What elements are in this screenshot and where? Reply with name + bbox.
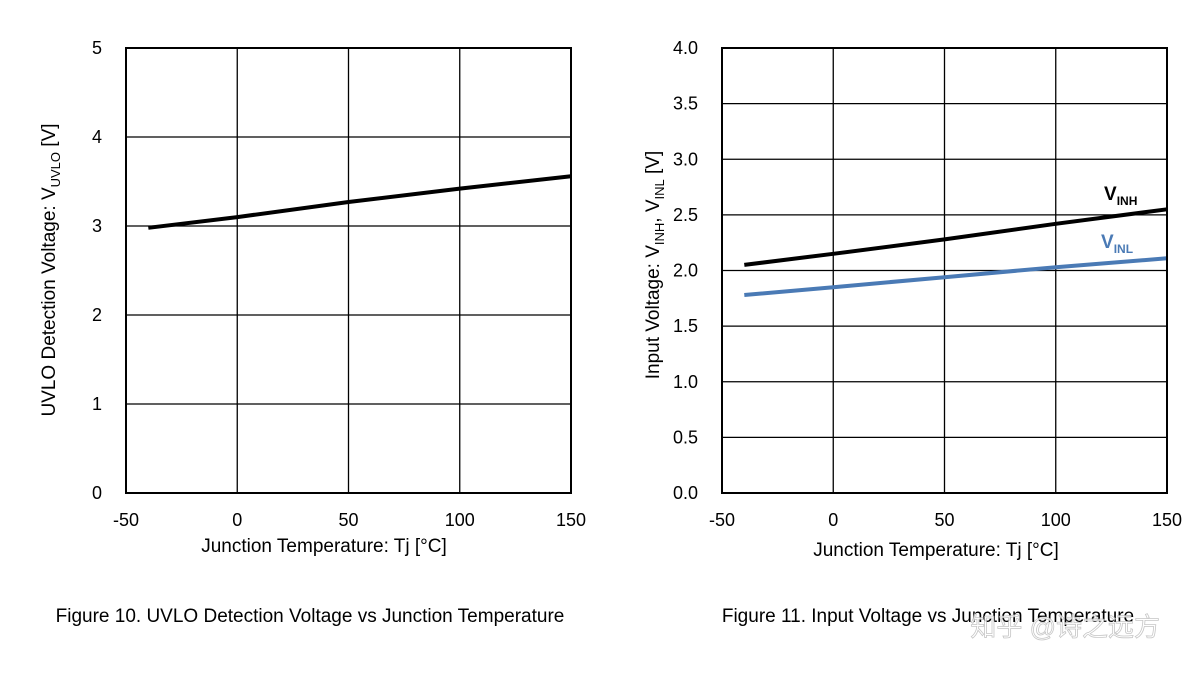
- c1-x-tick-label: 150: [556, 510, 586, 530]
- chart2-x-axis-label: Junction Temperature: Tj [°C]: [813, 540, 1059, 561]
- chart2-grid: [721, 47, 1168, 494]
- chart2-series: [744, 207, 1168, 297]
- c2-series-line-vinh: [744, 207, 1168, 267]
- c2-y-tick-label: 2.5: [673, 205, 698, 225]
- c2-x-tick-label: 100: [1041, 510, 1071, 530]
- series-label-vinh-main: V: [1104, 184, 1117, 205]
- chart2-ylabel-unit: [V]: [643, 151, 664, 180]
- c1-x-tick-label: -50: [113, 510, 139, 530]
- watermark: 知乎 @诗之远方: [970, 612, 1160, 642]
- c2-y-tick-label: 1.5: [673, 316, 698, 336]
- chart2-x-ticks: -50 0 50 100 150: [709, 510, 1182, 530]
- c1-y-tick-label: 5: [92, 38, 102, 58]
- chart2-y-ticks: 0.0 0.5 1.0 1.5 2.0 2.5 3.0 3.5 4.0: [673, 38, 698, 503]
- chart2-ylabel-sub1: INH: [652, 223, 667, 245]
- chart1-series: [148, 174, 572, 230]
- chart1-caption: Figure 10. UVLO Detection Voltage vs Jun…: [56, 606, 565, 627]
- chart1-grid: [125, 47, 572, 494]
- chart1-y-axis-label: UVLO Detection Voltage: VUVLO [V]: [39, 123, 63, 416]
- chart-input-voltage: -50 0 50 100 150 0.0 0.5 1.0 1.5 2.0 2.5 3.0 3.5 4.0…: [643, 38, 1182, 627]
- c2-y-tick-label: 3.0: [673, 149, 698, 169]
- series-label-vinl: VINL: [1101, 232, 1133, 256]
- c2-x-tick-label: 150: [1152, 510, 1182, 530]
- c2-y-tick-label: 3.5: [673, 94, 698, 114]
- chart2-caption: Figure 11. Input Voltage vs Junction Tem…: [722, 606, 1134, 627]
- series-label-vinh: VINH: [1104, 184, 1137, 208]
- chart1-ylabel-unit: [V]: [39, 123, 60, 152]
- chart2-ylabel-mid: , V: [643, 199, 664, 223]
- c1-y-tick-label: 2: [92, 305, 102, 325]
- series-label-vinl-sub: INL: [1114, 242, 1133, 256]
- c1-series-line-0: [148, 174, 572, 230]
- chart2-ylabel-sub2: INL: [652, 179, 667, 199]
- c2-y-tick-label: 2.0: [673, 261, 698, 281]
- chart1-ylabel-main: UVLO Detection Voltage: V: [39, 187, 60, 417]
- chart1-plot-frame: [125, 47, 572, 494]
- chart-uvlo: -50 0 50 100 150 0 1 2 3 4 5 Junction Temperature…: [39, 38, 586, 627]
- chart1-ylabel-sub: UVLO: [48, 152, 63, 187]
- series-label-vinl-main: V: [1101, 232, 1114, 253]
- chart2-ylabel-main: Input Voltage: V: [643, 245, 664, 379]
- chart1-x-axis-label: Junction Temperature: Tj [°C]: [201, 536, 447, 557]
- chart2-plot-frame: [721, 47, 1168, 494]
- c2-x-tick-label: 0: [828, 510, 838, 530]
- c2-y-tick-label: 0.0: [673, 483, 698, 503]
- c2-y-tick-label: 1.0: [673, 372, 698, 392]
- c1-y-tick-label: 0: [92, 483, 102, 503]
- c2-series-line-vinl: [744, 256, 1168, 297]
- c1-x-tick-label: 50: [338, 510, 358, 530]
- c2-y-tick-label: 4.0: [673, 38, 698, 58]
- chart1-y-ticks: 0 1 2 3 4 5: [92, 38, 102, 503]
- chart1-x-ticks: -50 0 50 100 150: [113, 510, 586, 530]
- chart2-y-axis-label: Input Voltage: VINH, VINL [V]: [643, 151, 667, 380]
- c1-y-tick-label: 3: [92, 216, 102, 236]
- series-label-vinh-sub: INH: [1117, 194, 1138, 208]
- c1-y-tick-label: 1: [92, 394, 102, 414]
- c1-x-tick-label: 100: [445, 510, 475, 530]
- c2-y-tick-label: 0.5: [673, 427, 698, 447]
- c1-y-tick-label: 4: [92, 127, 102, 147]
- c2-x-tick-label: 50: [934, 510, 954, 530]
- c2-x-tick-label: -50: [709, 510, 735, 530]
- c1-x-tick-label: 0: [232, 510, 242, 530]
